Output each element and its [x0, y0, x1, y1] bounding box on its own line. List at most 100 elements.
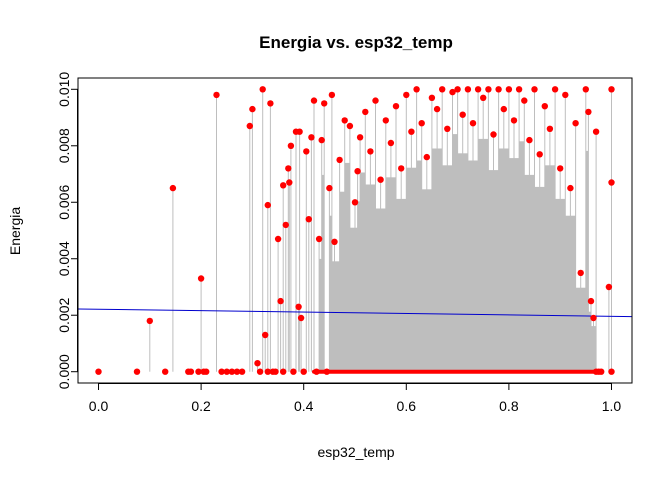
y-tick-label: 0.008 — [56, 128, 72, 163]
data-point — [510, 117, 518, 124]
data-point — [362, 108, 369, 116]
data-point — [326, 184, 333, 192]
stem-fill-segment — [390, 177, 396, 372]
data-point — [567, 184, 574, 192]
stem-fill-segment — [473, 160, 479, 372]
data-point — [536, 151, 543, 158]
data-point — [557, 165, 564, 172]
stem-fill-segment — [370, 184, 376, 372]
data-point — [162, 368, 169, 375]
stem-fill-segment — [331, 261, 335, 372]
data-point — [485, 86, 492, 93]
y-axis: 0.000 0.002 0.004 0.006 0.008 0.010 — [56, 72, 78, 389]
data-point — [605, 283, 613, 291]
data-point — [296, 128, 303, 135]
data-point — [480, 94, 487, 102]
data-point — [313, 368, 320, 375]
stem-fill-segment — [360, 172, 366, 372]
stem-fill-segment — [462, 153, 468, 372]
data-point — [323, 368, 330, 375]
stem-fill-segment — [585, 150, 589, 372]
data-point — [572, 120, 579, 127]
data-point — [300, 368, 307, 375]
stem-fill-segment — [488, 170, 494, 372]
data-point — [392, 103, 400, 110]
data-point — [526, 136, 533, 144]
x-tick-label: 1.0 — [602, 398, 622, 414]
y-tick-label: 0.006 — [56, 185, 72, 220]
data-point — [444, 125, 451, 132]
stem-fill-segment — [344, 162, 350, 372]
stem-fill-segment — [514, 158, 520, 372]
data-point — [387, 139, 395, 147]
data-point — [305, 216, 312, 223]
stem-fill-segment — [375, 208, 381, 372]
data-point — [608, 368, 615, 375]
x-tick-label: 0.2 — [191, 398, 211, 414]
data-point — [280, 368, 287, 375]
data-point — [577, 269, 584, 277]
x-tick-label: 0.0 — [89, 398, 109, 414]
stem-fill-segment — [498, 148, 504, 372]
x-tick-label: 0.4 — [294, 398, 314, 414]
stem-fill-segment — [570, 215, 576, 372]
stem-fill-segment — [442, 165, 448, 372]
data-point — [367, 148, 374, 155]
data-point — [531, 86, 538, 93]
data-point — [238, 368, 246, 375]
data-point — [454, 86, 461, 93]
data-point — [608, 179, 615, 186]
data-point — [546, 125, 554, 132]
y-tick-label: 0.000 — [56, 354, 72, 389]
data-point — [197, 275, 205, 282]
stem-fill-segment — [329, 215, 332, 372]
stem-fill-segment — [555, 198, 561, 372]
data-point — [315, 235, 323, 243]
data-point — [469, 120, 477, 127]
data-point — [490, 131, 497, 138]
data-point — [286, 179, 293, 186]
data-point — [321, 100, 328, 107]
data-point — [428, 94, 436, 102]
data-point — [328, 91, 336, 99]
data-point — [264, 201, 271, 209]
data-point — [346, 122, 354, 130]
stem-fill-segment — [357, 201, 361, 372]
stem-fill — [319, 134, 597, 372]
y-axis-label: Energia — [7, 207, 23, 255]
y-tick-label: 0.010 — [56, 72, 72, 107]
stem-fill-segment — [452, 134, 458, 372]
data-point — [295, 303, 302, 310]
stem-fill-segment — [355, 227, 358, 372]
stem-fill-segment — [406, 167, 412, 372]
stem-fill-segment — [447, 165, 453, 372]
data-point — [521, 97, 528, 104]
stem-fill-segment — [534, 186, 540, 372]
y-tick-label: 0.004 — [56, 241, 72, 276]
stem-fill-segment — [580, 287, 586, 372]
stem-fill-segment — [483, 138, 489, 372]
stem-fill-segment — [437, 148, 443, 372]
data-point — [515, 86, 523, 93]
stem-fill-segment — [339, 191, 345, 372]
data-point — [382, 117, 389, 124]
stem-fill-segment — [478, 138, 484, 372]
x-tick-label: 0.8 — [499, 398, 519, 414]
data-point — [213, 91, 220, 99]
x-tick-label: 0.6 — [397, 398, 417, 414]
data-point — [297, 314, 305, 322]
data-points — [95, 86, 615, 375]
data-point — [590, 314, 597, 322]
data-point — [474, 86, 482, 93]
data-point — [254, 360, 261, 367]
stem-fill-segment — [426, 189, 432, 372]
data-point — [223, 368, 230, 375]
stem-fill-segment — [593, 326, 597, 372]
stem-fill-segment — [416, 160, 422, 372]
stem-fill-segment — [493, 170, 499, 372]
data-point — [398, 165, 405, 172]
stem-fill-segment — [349, 227, 355, 372]
data-point — [303, 148, 310, 155]
data-point — [267, 100, 274, 107]
y-tick-label: 0.002 — [56, 297, 72, 332]
